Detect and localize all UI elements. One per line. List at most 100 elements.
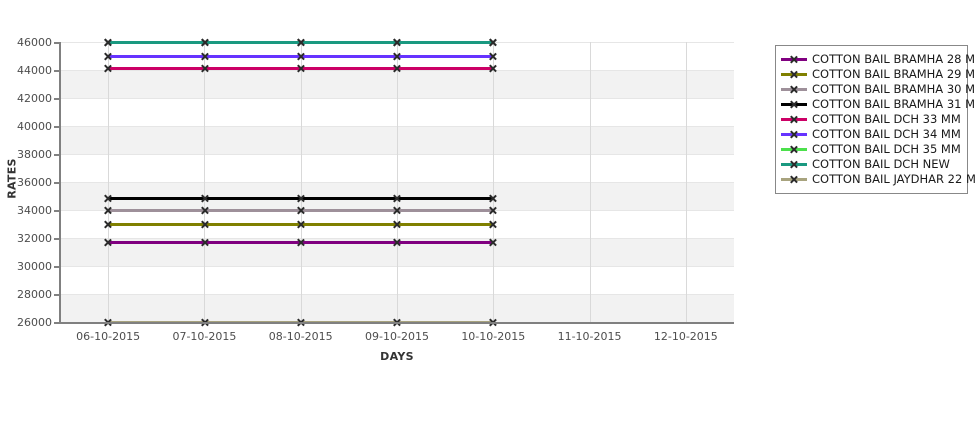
y-axis-tick-mark <box>54 70 59 72</box>
data-point-marker <box>200 38 209 47</box>
legend-item[interactable]: COTTON BAIL BRAMHA 30 MM <box>781 82 975 97</box>
y-axis-tick-mark <box>54 98 59 100</box>
data-point-marker <box>104 64 113 73</box>
legend-item[interactable]: COTTON BAIL DCH NEW <box>781 157 962 172</box>
data-point-marker <box>393 238 402 247</box>
x-axis-tick-label: 06-10-2015 <box>76 330 141 343</box>
legend-marker-icon <box>790 115 799 124</box>
y-axis-tick-label: 32000 <box>17 232 52 245</box>
legend-swatch-icon <box>781 113 807 126</box>
data-point-marker <box>296 220 305 229</box>
legend-marker-icon <box>790 55 799 64</box>
x-axis-line <box>59 322 734 324</box>
data-point-marker <box>104 220 113 229</box>
plot-wrapper: RATES 46000 44000 42000 40000 38000 36000 3400… <box>0 0 770 380</box>
x-axis-tick-label: 12-10-2015 <box>653 330 718 343</box>
data-point-marker <box>104 52 113 61</box>
data-point-marker <box>104 194 113 203</box>
legend-item-label: COTTON BAIL DCH 33 MM <box>812 112 961 126</box>
data-point-marker <box>296 238 305 247</box>
data-point-marker <box>296 52 305 61</box>
vertical-gridline <box>685 42 687 322</box>
data-point-marker <box>104 206 113 215</box>
data-point-marker <box>104 38 113 47</box>
data-point-marker <box>393 64 402 73</box>
y-axis-tick-mark <box>54 210 59 212</box>
data-point-marker <box>393 38 402 47</box>
y-axis-tick-labels: 46000 44000 42000 40000 38000 36000 34000 32000… <box>0 0 52 380</box>
legend-item[interactable]: COTTON BAIL DCH 34 MM <box>781 127 962 142</box>
y-axis-tick-label: 26000 <box>17 316 52 329</box>
vertical-gridline <box>397 42 398 322</box>
data-point-marker <box>393 194 402 203</box>
data-point-marker <box>489 238 498 247</box>
vertical-gridline <box>108 42 110 322</box>
legend-marker-icon <box>790 160 799 169</box>
x-axis-tick-label: 08-10-2015 <box>268 330 333 343</box>
vertical-gridline <box>204 42 206 322</box>
legend-swatch-icon <box>781 83 807 96</box>
legend-item-label: COTTON BAIL BRAMHA 29 MM <box>812 67 975 81</box>
data-point-marker <box>296 194 305 203</box>
y-axis-tick-mark <box>54 182 59 184</box>
legend-swatch-icon <box>781 143 807 156</box>
y-axis-tick-label: 40000 <box>17 120 52 133</box>
legend-item-label: COTTON BAIL JAYDHAR 22 MM <box>812 172 975 186</box>
legend-marker-icon <box>790 145 799 154</box>
legend-item[interactable]: COTTON BAIL DCH 33 MM <box>781 112 962 127</box>
x-axis-tick-label: 07-10-2015 <box>172 330 237 343</box>
y-axis-tick-mark <box>54 42 59 44</box>
data-point-marker <box>296 38 305 47</box>
data-point-marker <box>489 64 498 73</box>
series-layer <box>60 40 734 324</box>
chart-legend: COTTON BAIL BRAMHA 28 MM COTTON BAIL BRAM… <box>775 45 975 194</box>
y-axis-tick-label: 38000 <box>17 148 52 161</box>
legend-item-label: COTTON BAIL DCH 35 MM <box>812 142 961 156</box>
data-point-marker <box>104 238 113 247</box>
legend-marker-icon <box>790 70 799 79</box>
legend-item[interactable]: COTTON BAIL DCH 35 MM <box>781 142 962 157</box>
y-axis-tick-label: 36000 <box>17 176 52 189</box>
legend-swatch-icon <box>781 158 807 171</box>
y-axis-tick-label: 44000 <box>17 64 52 77</box>
legend-item[interactable]: COTTON BAIL JAYDHAR 22 MM <box>781 172 975 187</box>
legend-swatch-icon <box>781 98 807 111</box>
x-axis-tick-label: 11-10-2015 <box>557 330 622 343</box>
data-point-marker <box>393 206 402 215</box>
legend-item[interactable]: COTTON BAIL BRAMHA 29 MM <box>781 67 975 82</box>
y-axis-tick-mark <box>54 126 59 128</box>
y-axis-tick-label: 46000 <box>17 36 52 49</box>
vertical-gridline <box>493 42 495 322</box>
x-axis-tick-label: 09-10-2015 <box>365 330 429 343</box>
data-point-marker <box>489 52 498 61</box>
legend-swatch-icon <box>781 128 807 141</box>
legend-item-label: COTTON BAIL DCH 34 MM <box>812 127 961 141</box>
data-point-marker <box>200 238 209 247</box>
x-axis-title: DAYS <box>380 350 414 363</box>
y-axis-tick-mark <box>54 238 59 240</box>
y-axis-line <box>59 42 61 323</box>
data-point-marker <box>200 206 209 215</box>
data-point-marker <box>489 220 498 229</box>
y-axis-tick-label: 34000 <box>17 204 52 217</box>
legend-item-label: COTTON BAIL BRAMHA 28 MM <box>812 52 975 66</box>
data-point-marker <box>393 220 402 229</box>
legend-item[interactable]: COTTON BAIL BRAMHA 28 MM <box>781 52 975 67</box>
data-point-marker <box>296 64 305 73</box>
y-axis-tick-mark <box>54 266 59 268</box>
y-axis-tick-label: 30000 <box>17 260 52 273</box>
legend-marker-icon <box>790 85 799 94</box>
legend-marker-icon <box>790 130 799 139</box>
data-point-marker <box>489 206 498 215</box>
plot-area <box>60 40 734 324</box>
y-axis-tick-mark <box>54 154 59 156</box>
legend-swatch-icon <box>781 53 807 66</box>
data-point-marker <box>200 52 209 61</box>
data-point-marker <box>393 52 402 61</box>
legend-item-label: COTTON BAIL DCH NEW <box>812 157 950 171</box>
legend-item[interactable]: COTTON BAIL BRAMHA 31 MM <box>781 97 975 112</box>
x-axis-tick-label: 10-10-2015 <box>461 330 526 343</box>
legend-item-label: COTTON BAIL BRAMHA 30 MM <box>812 82 975 96</box>
legend-item-label: COTTON BAIL BRAMHA 31 MM <box>812 97 975 111</box>
